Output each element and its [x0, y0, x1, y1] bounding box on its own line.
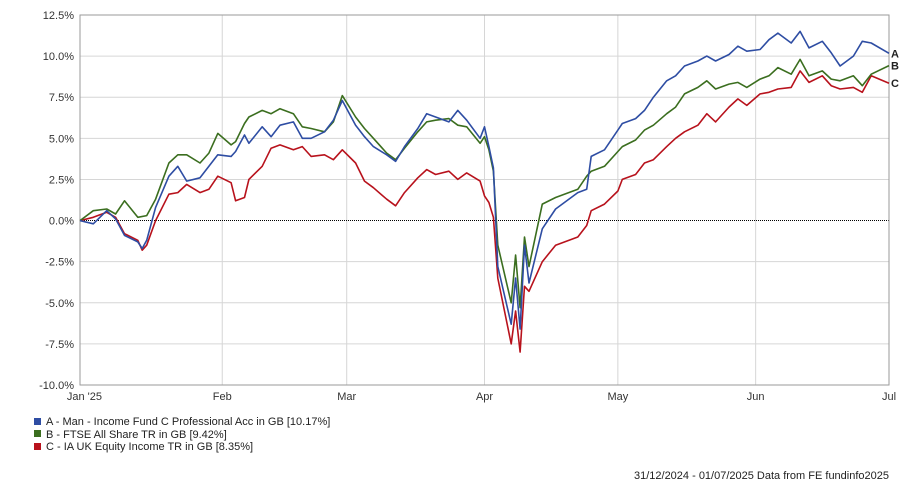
chart-axes: [79, 14, 890, 386]
x-tick-label: Jan '25: [67, 391, 102, 403]
legend-label-a: A - Man - Income Fund C Professional Acc…: [46, 416, 331, 428]
x-tick-label: Mar: [337, 391, 356, 403]
chart-series: [79, 30, 890, 353]
y-tick-label: 10.0%: [43, 51, 74, 63]
chart-grid: [80, 15, 889, 385]
legend-swatch-a: [34, 417, 41, 425]
y-tick-label: -5.0%: [45, 298, 74, 310]
legend-swatch-b: [34, 430, 41, 438]
y-tick-label: -10.0%: [39, 380, 74, 392]
chart-tick-labels: 12.5% 10.0% 7.5% 5.0% 2.5% 0.0% -2.5% -5.0% -7.5…: [39, 10, 899, 403]
x-tick-label: Jul: [882, 391, 896, 403]
series-end-label-b: B: [891, 61, 899, 73]
y-tick-label: -2.5%: [45, 257, 74, 269]
x-tick-label: May: [607, 391, 628, 403]
plot-frame: [79, 14, 890, 386]
y-tick-label: -7.5%: [45, 339, 74, 351]
data-source-footer: 31/12/2024 - 01/07/2025 Data from FE fun…: [633, 470, 889, 482]
legend-label-c: C - IA UK Equity Income TR in GB [8.35%]: [46, 441, 254, 453]
legend-label-b: B - FTSE All Share TR in GB [9.42%]: [46, 428, 227, 441]
y-tick-label: 0.0%: [49, 216, 74, 228]
legend-item-c: C - IA UK Equity Income TR in GB [8.35%]: [34, 441, 330, 453]
legend-item-a: A - Man - Income Fund C Professional Acc…: [34, 416, 330, 428]
y-tick-label: 2.5%: [49, 174, 74, 186]
legend-swatch-c: [34, 442, 41, 450]
chart-legend: A - Man - Income Fund C Professional Acc…: [34, 416, 330, 454]
series-line-b: [79, 58, 890, 309]
x-tick-label: Feb: [213, 391, 232, 403]
series-line-a: [79, 30, 890, 330]
series-end-label-a: A: [891, 48, 899, 60]
y-tick-label: 5.0%: [49, 133, 74, 145]
performance-line-chart: 12.5% 10.0% 7.5% 5.0% 2.5% 0.0% -2.5% -5.0% -7.5…: [39, 10, 899, 403]
y-tick-label: 12.5%: [43, 10, 74, 22]
legend-item-b: B - FTSE All Share TR in GB [9.42%]: [34, 429, 330, 441]
series-line-c: [79, 70, 890, 353]
y-tick-label: 7.5%: [49, 92, 74, 104]
x-tick-label: Apr: [476, 391, 493, 403]
x-tick-label: Jun: [747, 391, 765, 403]
series-end-label-c: C: [891, 78, 899, 90]
